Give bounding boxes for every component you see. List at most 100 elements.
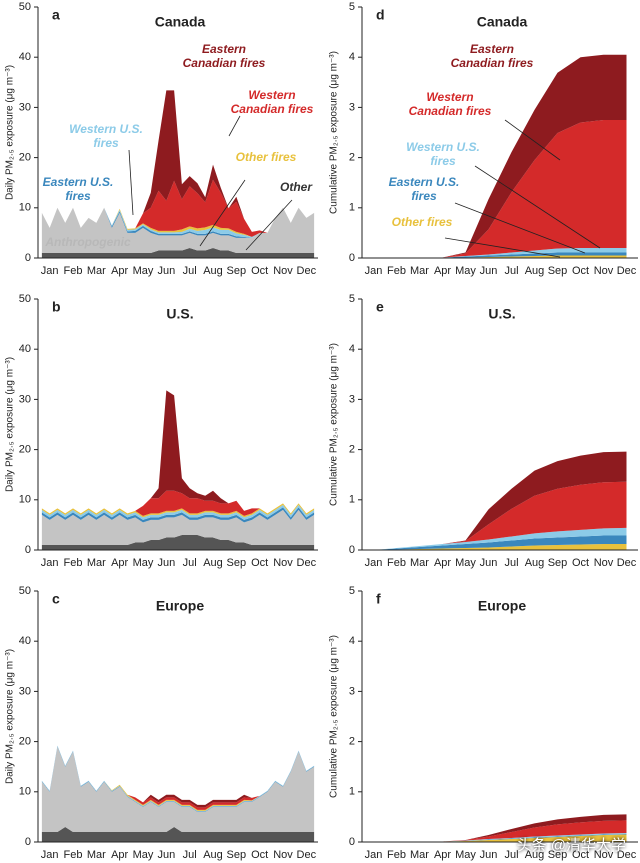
area bbox=[41, 490, 315, 516]
y-tick-label: 0 bbox=[349, 544, 355, 556]
panel-title: Canada bbox=[477, 14, 528, 30]
series-label: Eastern Canadian fires bbox=[450, 42, 534, 70]
y-tick-label: 0 bbox=[25, 252, 31, 264]
y-axis-title: Cumulative PM₂.₅ exposure (μg m⁻³) bbox=[329, 635, 340, 798]
x-tick-label: Nov bbox=[273, 265, 293, 277]
x-tick-label: Feb bbox=[387, 265, 406, 277]
y-tick-label: 0 bbox=[25, 544, 31, 556]
x-tick-label: Jul bbox=[183, 557, 197, 569]
y-tick-label: 4 bbox=[349, 51, 355, 63]
area bbox=[41, 503, 315, 518]
x-tick-label: Jul bbox=[183, 265, 197, 277]
leader-lines bbox=[128, 115, 601, 258]
area bbox=[373, 252, 627, 258]
panel-title: Europe bbox=[156, 598, 204, 614]
area bbox=[373, 535, 627, 550]
x-tick-label: Jan bbox=[41, 265, 59, 277]
series-label: Eastern Canadian fires bbox=[182, 42, 266, 70]
x-tick-label: Sep bbox=[227, 557, 247, 569]
x-tick-label: Sep bbox=[227, 849, 247, 861]
x-tick-label: Jul bbox=[504, 849, 518, 861]
area bbox=[373, 833, 627, 842]
x-tick-label: Jul bbox=[504, 557, 518, 569]
area bbox=[373, 451, 627, 550]
y-tick-label: 2 bbox=[349, 444, 355, 456]
area bbox=[41, 504, 315, 520]
area bbox=[41, 534, 315, 550]
series-label: Other fires bbox=[235, 150, 297, 164]
y-tick-label: 2 bbox=[349, 736, 355, 748]
area bbox=[373, 527, 627, 550]
area bbox=[373, 543, 627, 550]
area bbox=[373, 481, 627, 550]
x-tick-label: Apr bbox=[434, 849, 451, 861]
x-tick-label: Oct bbox=[251, 265, 268, 277]
x-tick-label: Dec bbox=[617, 849, 637, 861]
area bbox=[41, 826, 315, 842]
panel-label: e bbox=[376, 299, 384, 315]
x-tick-label: Jan bbox=[41, 849, 59, 861]
x-tick-label: Apr bbox=[434, 557, 451, 569]
x-tick-label: May bbox=[133, 265, 154, 277]
y-axis-title: Daily PM₂.₅ exposure (μg m⁻³) bbox=[5, 65, 16, 200]
y-tick-label: 30 bbox=[19, 685, 31, 697]
panel-title: Canada bbox=[155, 14, 206, 30]
x-tick-label: Mar bbox=[87, 849, 106, 861]
x-tick-label: Jun bbox=[157, 557, 175, 569]
panel-label: f bbox=[376, 591, 381, 607]
x-tick-label: Jan bbox=[365, 265, 383, 277]
series-label: Anthropogenic bbox=[45, 235, 131, 249]
x-tick-label: Aug bbox=[203, 265, 223, 277]
x-tick-label: May bbox=[455, 849, 476, 861]
x-tick-label: Feb bbox=[387, 849, 406, 861]
area bbox=[41, 390, 315, 514]
area bbox=[373, 820, 627, 842]
x-tick-label: Jul bbox=[504, 265, 518, 277]
panel-label: d bbox=[376, 7, 385, 23]
x-tick-label: Jan bbox=[365, 849, 383, 861]
y-tick-label: 50 bbox=[19, 293, 31, 305]
y-tick-label: 1 bbox=[349, 202, 355, 214]
area bbox=[41, 179, 315, 237]
x-tick-label: Nov bbox=[273, 849, 293, 861]
y-tick-label: 5 bbox=[349, 1, 355, 13]
y-tick-label: 40 bbox=[19, 343, 31, 355]
x-tick-label: Apr bbox=[434, 265, 451, 277]
area bbox=[41, 207, 315, 253]
area bbox=[41, 247, 315, 258]
x-tick-label: Mar bbox=[87, 557, 106, 569]
y-tick-label: 2 bbox=[349, 152, 355, 164]
watermark: 头条 @清华大学 bbox=[516, 837, 626, 854]
y-tick-label: 3 bbox=[349, 101, 355, 113]
x-tick-label: Aug bbox=[525, 557, 545, 569]
x-tick-label: Nov bbox=[594, 557, 614, 569]
series-label: Western Canadian fires bbox=[230, 88, 314, 116]
leader-line bbox=[454, 202, 586, 254]
panel-title: U.S. bbox=[488, 306, 515, 322]
x-tick-label: Apr bbox=[111, 849, 128, 861]
y-axis-title: Daily PM₂.₅ exposure (μg m⁻³) bbox=[5, 357, 16, 492]
area bbox=[373, 54, 627, 258]
leader-line bbox=[444, 237, 561, 258]
x-tick-label: Jul bbox=[183, 849, 197, 861]
x-tick-label: Jun bbox=[480, 265, 498, 277]
x-tick-label: Sep bbox=[548, 849, 568, 861]
x-tick-label: Jun bbox=[157, 849, 175, 861]
x-tick-label: Aug bbox=[525, 849, 545, 861]
area bbox=[41, 507, 315, 523]
y-tick-label: 10 bbox=[19, 202, 31, 214]
series-label: Western U.S. fires bbox=[69, 122, 143, 150]
y-tick-label: 0 bbox=[349, 252, 355, 264]
leader-line bbox=[245, 199, 293, 251]
x-tick-label: Apr bbox=[111, 557, 128, 569]
series-label: Other bbox=[279, 180, 312, 194]
x-tick-label: May bbox=[133, 849, 154, 861]
x-tick-label: Dec bbox=[617, 557, 637, 569]
y-tick-label: 50 bbox=[19, 1, 31, 13]
leader-line bbox=[228, 115, 241, 137]
y-tick-label: 20 bbox=[19, 736, 31, 748]
y-tick-label: 4 bbox=[349, 343, 355, 355]
area bbox=[41, 207, 315, 237]
x-tick-label: Dec bbox=[297, 849, 317, 861]
